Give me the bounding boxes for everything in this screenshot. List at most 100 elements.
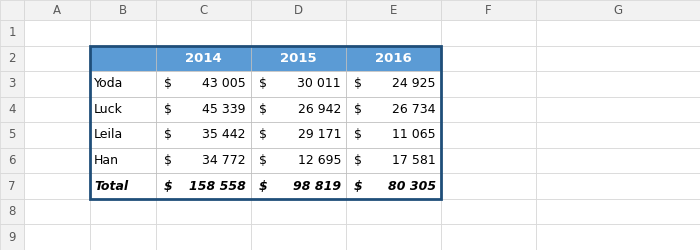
- Text: 9: 9: [8, 231, 15, 244]
- Text: 7: 7: [8, 180, 15, 192]
- Bar: [251, 97, 346, 122]
- Bar: [156, 122, 251, 148]
- Bar: [0, 0, 700, 20]
- Bar: [346, 199, 441, 224]
- Bar: [441, 97, 536, 122]
- Text: 4: 4: [8, 103, 15, 116]
- Text: 30 011: 30 011: [298, 78, 341, 90]
- Text: 2014: 2014: [185, 52, 222, 65]
- Text: C: C: [199, 4, 208, 16]
- Bar: [346, 20, 441, 46]
- Bar: [251, 0, 346, 20]
- Text: Total: Total: [94, 180, 128, 192]
- Text: $: $: [164, 180, 173, 192]
- Text: $: $: [354, 78, 362, 90]
- Text: 35 442: 35 442: [202, 128, 246, 141]
- Bar: [536, 148, 700, 173]
- Bar: [0, 224, 24, 250]
- Bar: [24, 97, 90, 122]
- Text: $: $: [259, 154, 267, 167]
- Text: $: $: [259, 128, 267, 141]
- Bar: [90, 199, 156, 224]
- Text: $: $: [164, 78, 172, 90]
- Bar: [90, 46, 441, 71]
- Bar: [90, 224, 156, 250]
- Bar: [346, 97, 441, 122]
- Bar: [0, 199, 24, 224]
- Bar: [251, 148, 346, 173]
- Bar: [0, 0, 24, 20]
- Bar: [24, 199, 90, 224]
- Text: 26 942: 26 942: [298, 103, 341, 116]
- Text: $: $: [259, 180, 267, 192]
- Text: 2015: 2015: [280, 52, 317, 65]
- Bar: [0, 20, 24, 46]
- Text: 45 339: 45 339: [202, 103, 246, 116]
- Bar: [441, 199, 536, 224]
- Bar: [0, 122, 24, 148]
- Bar: [90, 173, 156, 199]
- Bar: [24, 71, 90, 97]
- Text: $: $: [259, 78, 267, 90]
- Text: $: $: [354, 154, 362, 167]
- Text: 98 819: 98 819: [293, 180, 341, 192]
- Bar: [156, 148, 251, 173]
- Text: 24 925: 24 925: [393, 78, 436, 90]
- Bar: [24, 20, 90, 46]
- Text: 43 005: 43 005: [202, 78, 246, 90]
- Bar: [0, 148, 24, 173]
- Bar: [441, 20, 536, 46]
- Text: $: $: [164, 154, 172, 167]
- Text: 8: 8: [8, 205, 15, 218]
- Bar: [90, 97, 156, 122]
- Text: A: A: [53, 4, 61, 16]
- Bar: [536, 20, 700, 46]
- Text: 12 695: 12 695: [298, 154, 341, 167]
- Bar: [90, 0, 156, 20]
- Text: 80 305: 80 305: [388, 180, 436, 192]
- Bar: [24, 148, 90, 173]
- Bar: [251, 224, 346, 250]
- Bar: [90, 122, 441, 148]
- Text: 158 558: 158 558: [189, 180, 246, 192]
- Bar: [441, 71, 536, 97]
- Bar: [0, 97, 24, 122]
- Bar: [24, 224, 90, 250]
- Bar: [536, 0, 700, 20]
- Bar: [536, 224, 700, 250]
- Bar: [0, 46, 24, 71]
- Bar: [346, 173, 441, 199]
- Text: 2016: 2016: [375, 52, 412, 65]
- Text: G: G: [613, 4, 622, 16]
- Text: 34 772: 34 772: [202, 154, 246, 167]
- Bar: [346, 122, 441, 148]
- Text: 26 734: 26 734: [393, 103, 436, 116]
- Text: Luck: Luck: [94, 103, 123, 116]
- Text: $: $: [354, 103, 362, 116]
- Bar: [90, 71, 156, 97]
- Bar: [90, 173, 441, 199]
- Text: D: D: [294, 4, 303, 16]
- Bar: [536, 71, 700, 97]
- Text: Leila: Leila: [94, 128, 123, 141]
- Bar: [441, 148, 536, 173]
- Bar: [441, 46, 536, 71]
- Text: $: $: [354, 180, 363, 192]
- Bar: [251, 173, 346, 199]
- Bar: [346, 148, 441, 173]
- Bar: [90, 97, 441, 122]
- Bar: [441, 122, 536, 148]
- Bar: [536, 97, 700, 122]
- Text: 2: 2: [8, 52, 15, 65]
- Bar: [90, 46, 441, 199]
- Bar: [346, 46, 441, 71]
- Bar: [156, 224, 251, 250]
- Text: B: B: [119, 4, 127, 16]
- Text: 6: 6: [8, 154, 15, 167]
- Bar: [346, 71, 441, 97]
- Text: 11 065: 11 065: [393, 128, 436, 141]
- Bar: [251, 71, 346, 97]
- Text: 1: 1: [8, 26, 15, 39]
- Bar: [24, 122, 90, 148]
- Text: 17 581: 17 581: [392, 154, 436, 167]
